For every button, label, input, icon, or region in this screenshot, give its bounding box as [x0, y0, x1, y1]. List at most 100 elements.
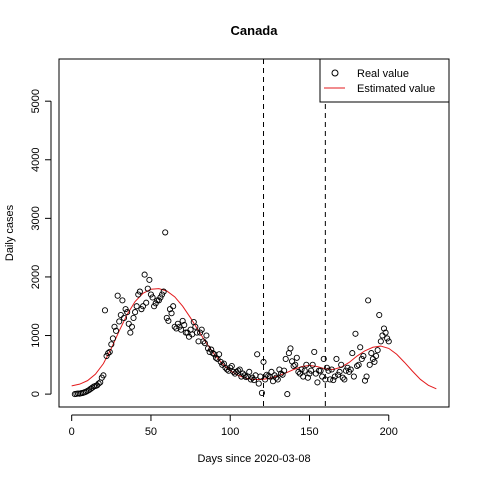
- legend: Real value Estimated value: [319, 58, 450, 103]
- y-tick-label: 3000: [30, 206, 42, 230]
- real-value-point: [179, 317, 186, 324]
- real-value-point: [146, 276, 153, 283]
- real-value-point: [174, 320, 181, 327]
- real-value-point: [192, 323, 199, 330]
- real-value-point: [360, 352, 367, 360]
- real-value-point: [353, 362, 361, 370]
- real-value-point: [247, 376, 254, 383]
- real-value-point: [257, 373, 264, 380]
- x-axis-label: Days since 2020-03-08: [197, 453, 310, 465]
- y-tick-label: 5000: [30, 89, 42, 113]
- real-value-point: [334, 371, 342, 378]
- real-value-point: [108, 341, 115, 348]
- chart-title: Canada: [231, 23, 279, 38]
- real-value-point: [128, 323, 135, 330]
- real-value-point: [162, 229, 169, 236]
- real-value-point: [133, 303, 140, 310]
- real-value-point: [105, 350, 112, 357]
- real-value-point: [279, 371, 286, 378]
- y-tick-label: 2000: [30, 265, 42, 289]
- x-tick-label: 150: [300, 426, 318, 438]
- real-value-point: [341, 376, 348, 383]
- real-value-point: [89, 384, 96, 391]
- real-value-series: [71, 229, 392, 398]
- real-value-point: [143, 299, 150, 306]
- real-value-point: [377, 338, 384, 345]
- real-value-point: [368, 350, 375, 357]
- real-value-point: [371, 358, 378, 365]
- real-value-point: [157, 294, 164, 301]
- real-value-point: [357, 344, 364, 351]
- real-value-point: [209, 350, 216, 357]
- real-value-point: [241, 372, 248, 379]
- real-value-point: [317, 367, 324, 374]
- real-value-point: [320, 355, 327, 363]
- real-value-point: [330, 376, 337, 384]
- real-value-point: [384, 335, 391, 342]
- real-value-point: [124, 309, 131, 316]
- real-value-point: [135, 291, 142, 298]
- real-value-point: [290, 362, 297, 370]
- real-value-point: [181, 321, 188, 329]
- real-value-point: [347, 366, 354, 373]
- real-value-point: [116, 318, 123, 325]
- real-value-point: [333, 355, 340, 363]
- real-value-point: [139, 303, 147, 310]
- legend-real-value-swatch: [331, 69, 339, 77]
- real-value-point: [204, 345, 212, 352]
- real-value-point: [254, 351, 261, 358]
- real-value-point: [197, 329, 204, 336]
- real-value-point: [100, 372, 107, 379]
- real-value-point: [314, 379, 321, 386]
- real-value-point: [203, 332, 210, 339]
- real-value-point: [144, 285, 151, 292]
- real-value-point: [309, 361, 316, 368]
- real-value-point: [344, 364, 351, 371]
- real-value-point: [178, 326, 185, 333]
- x-axis: 0 50 100 150 200: [69, 414, 398, 438]
- real-value-point: [113, 327, 120, 334]
- y-tick-label: 0: [30, 391, 42, 397]
- real-value-point: [220, 360, 227, 367]
- real-value-point: [325, 367, 332, 374]
- real-value-point: [122, 306, 129, 313]
- real-value-point: [168, 310, 175, 317]
- real-value-point: [258, 389, 265, 396]
- real-value-point: [198, 326, 205, 333]
- legend-real-value-label: Real value: [357, 68, 409, 80]
- x-tick-label: 0: [69, 426, 75, 438]
- real-value-point: [114, 292, 121, 299]
- real-value-point: [212, 354, 219, 361]
- real-value-point: [132, 309, 139, 316]
- real-value-point: [303, 361, 310, 368]
- real-value-point: [130, 314, 137, 322]
- real-value-point: [227, 364, 234, 371]
- real-value-point: [350, 373, 357, 380]
- real-value-point: [385, 338, 392, 345]
- real-value-point: [306, 370, 313, 377]
- real-value-point: [228, 362, 235, 370]
- legend-estimated-value-label: Estimated value: [357, 83, 435, 95]
- real-value-point: [200, 338, 207, 345]
- real-value-point: [103, 352, 110, 360]
- real-value-point: [263, 371, 270, 378]
- real-value-point: [292, 361, 299, 368]
- real-value-point: [327, 376, 334, 383]
- real-value-point: [363, 373, 370, 380]
- real-value-point: [338, 361, 345, 368]
- real-value-point: [328, 366, 335, 373]
- real-value-point: [106, 348, 113, 355]
- real-value-point: [365, 297, 372, 304]
- real-value-point: [349, 350, 356, 357]
- plot-frame: [58, 58, 450, 408]
- real-value-point: [149, 294, 156, 301]
- real-value-point: [158, 291, 166, 298]
- real-value-point: [223, 366, 231, 373]
- real-value-point: [127, 329, 134, 336]
- x-tick-label: 200: [380, 426, 398, 438]
- real-value-point: [361, 377, 369, 384]
- real-value-point: [304, 374, 311, 381]
- real-value-point: [109, 335, 116, 342]
- y-tick-label: 4000: [30, 148, 42, 172]
